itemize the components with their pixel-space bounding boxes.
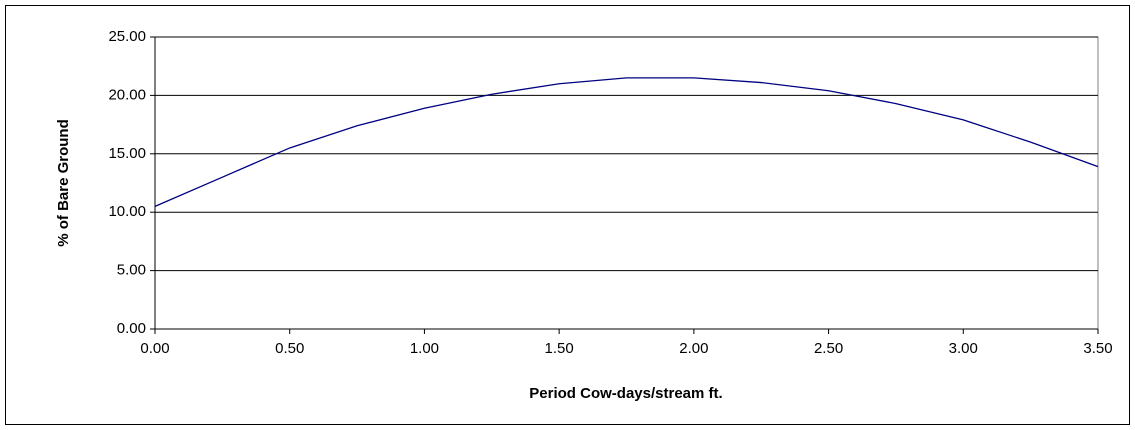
x-tick-label: 2.50 bbox=[814, 340, 843, 357]
data-line bbox=[154, 77, 1099, 207]
x-tick-label: 3.00 bbox=[949, 340, 978, 357]
y-tick-label: 25.00 bbox=[108, 28, 146, 45]
y-tick-label: 5.00 bbox=[117, 262, 146, 279]
x-tick-label: 1.50 bbox=[545, 340, 574, 357]
y-tick-label: 15.00 bbox=[108, 145, 146, 162]
y-tick-label: 10.00 bbox=[108, 203, 146, 220]
y-tick-label: 0.00 bbox=[117, 320, 146, 337]
x-tick-label: 3.50 bbox=[1083, 340, 1112, 357]
plot-area bbox=[154, 36, 1099, 330]
x-axis-label: Period Cow-days/stream ft. bbox=[529, 385, 722, 402]
x-tick-label: 0.00 bbox=[140, 340, 169, 357]
y-tick-label: 20.00 bbox=[108, 86, 146, 103]
x-tick-label: 2.00 bbox=[679, 340, 708, 357]
x-tick-label: 1.00 bbox=[410, 340, 439, 357]
y-axis-label: % of Bare Ground bbox=[55, 119, 72, 247]
x-tick-label: 0.50 bbox=[275, 340, 304, 357]
